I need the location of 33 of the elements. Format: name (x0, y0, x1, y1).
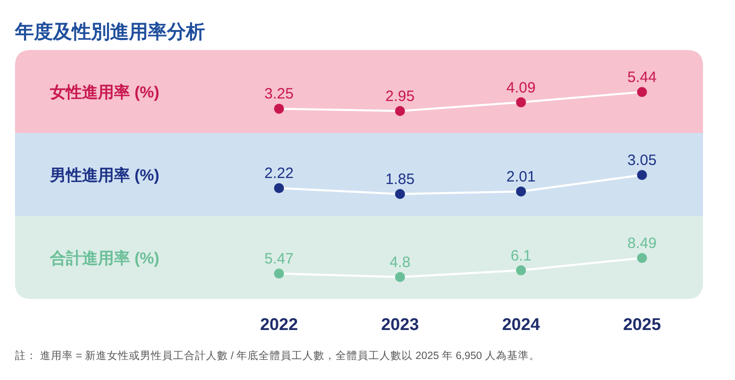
y-axis-title: 女性進用率 (%) (49, 82, 160, 102)
text: 註： 進用率 = 新進女性或男性員工合計人數 / 年底全體員工人數，全體員工人數以 2025 年 6,950 人為基準。 (15, 349, 540, 362)
point (637, 170, 647, 180)
point (516, 186, 526, 196)
data-label: 2.22 (264, 165, 294, 182)
point (637, 87, 647, 97)
point (395, 106, 405, 116)
point (274, 268, 284, 279)
data-label: 5.44 (627, 69, 657, 86)
x-tick-label: 2025 (623, 315, 661, 334)
point (395, 272, 405, 282)
point (637, 253, 647, 263)
y-axis-title: 合計進用率 (%) (49, 248, 160, 268)
chart-title: 年度及性別進用率分析 (14, 21, 205, 43)
point (516, 97, 526, 108)
data-label: 4.09 (506, 79, 536, 96)
data-label: 2.01 (506, 168, 536, 186)
data-label: 3.05 (627, 152, 657, 169)
data-label: 2.95 (385, 88, 415, 105)
y-axis-title: 男性進用率 (%) (49, 166, 160, 184)
data-label: 6.1 (510, 247, 532, 264)
data-label: 3.25 (264, 86, 294, 103)
point (395, 189, 405, 199)
data-label: 8.49 (627, 235, 657, 252)
data-label: 1.85 (385, 171, 415, 188)
data-label: 5.47 (264, 250, 294, 268)
data-label: 4.8 (390, 254, 410, 271)
x-tick-label: 2024 (502, 315, 540, 334)
point (516, 265, 526, 276)
point (274, 183, 284, 194)
point (274, 104, 284, 114)
x-tick-label: 2022 (260, 315, 298, 334)
x-tick-label: 2023 (381, 315, 419, 334)
